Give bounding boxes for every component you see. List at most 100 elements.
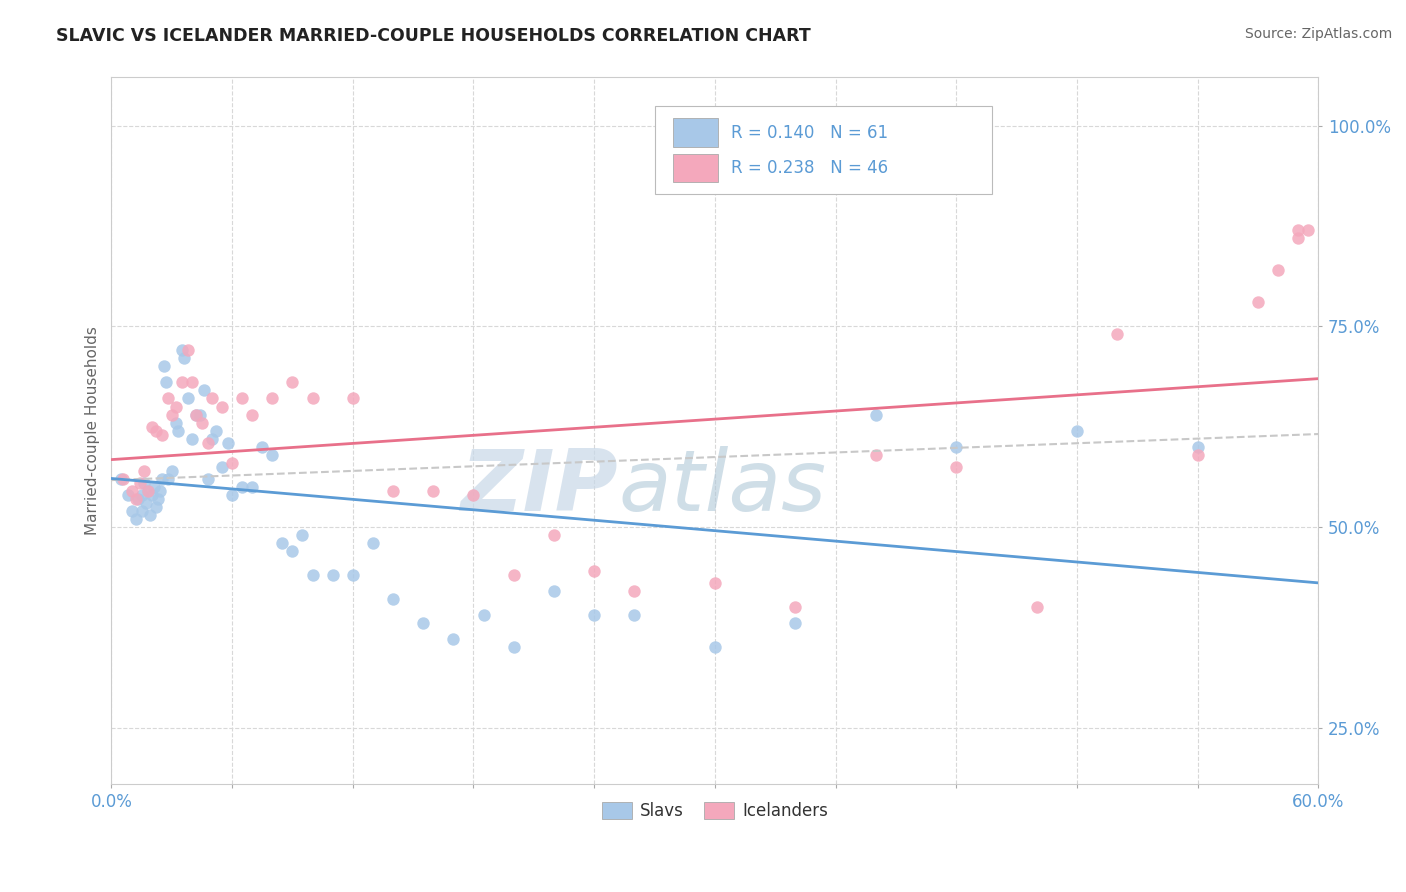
- Point: [128, 475, 150, 490]
- Point: [156, 472, 179, 486]
- Point: [180, 376, 202, 390]
- Point: [173, 351, 195, 366]
- Point: [184, 408, 207, 422]
- Point: [785, 616, 807, 631]
- Point: [146, 491, 169, 506]
- Point: [188, 408, 211, 422]
- Point: [165, 416, 187, 430]
- Text: R = 0.238   N = 46: R = 0.238 N = 46: [731, 159, 887, 177]
- Point: [1286, 231, 1309, 245]
- Point: [121, 504, 143, 518]
- Point: [623, 608, 645, 623]
- Point: [945, 459, 967, 474]
- Point: [502, 568, 524, 582]
- Point: [543, 584, 565, 599]
- Point: [382, 483, 405, 498]
- Point: [262, 448, 284, 462]
- Point: [150, 427, 173, 442]
- Point: [156, 392, 179, 406]
- Point: [177, 343, 200, 358]
- Point: [1066, 424, 1088, 438]
- Point: [703, 576, 725, 591]
- Point: [301, 392, 323, 406]
- Point: [1187, 440, 1209, 454]
- Point: [145, 500, 167, 514]
- Point: [472, 608, 495, 623]
- Point: [201, 392, 224, 406]
- Point: [121, 483, 143, 498]
- Point: [543, 528, 565, 542]
- Point: [201, 432, 224, 446]
- Point: [127, 491, 149, 506]
- Point: [150, 472, 173, 486]
- Text: ZIP: ZIP: [461, 446, 619, 529]
- Point: [135, 496, 157, 510]
- Point: [205, 424, 228, 438]
- Point: [160, 464, 183, 478]
- Point: [1296, 223, 1319, 237]
- Point: [502, 640, 524, 655]
- Text: R = 0.140   N = 61: R = 0.140 N = 61: [731, 123, 887, 142]
- Point: [197, 435, 219, 450]
- Point: [322, 568, 344, 582]
- Text: SLAVIC VS ICELANDER MARRIED-COUPLE HOUSEHOLDS CORRELATION CHART: SLAVIC VS ICELANDER MARRIED-COUPLE HOUSE…: [56, 27, 811, 45]
- Point: [240, 480, 263, 494]
- Point: [170, 343, 193, 358]
- Point: [1286, 223, 1309, 237]
- Point: [583, 564, 606, 578]
- Point: [865, 408, 887, 422]
- Point: [441, 632, 464, 647]
- Point: [301, 568, 323, 582]
- Point: [703, 640, 725, 655]
- Point: [132, 464, 155, 478]
- Point: [217, 435, 239, 450]
- Point: [240, 408, 263, 422]
- Point: [281, 376, 304, 390]
- Point: [191, 416, 214, 430]
- Point: [361, 536, 384, 550]
- Point: [160, 408, 183, 422]
- Point: [382, 592, 405, 607]
- Point: [865, 448, 887, 462]
- Point: [155, 376, 177, 390]
- Point: [132, 475, 155, 490]
- Point: [221, 488, 243, 502]
- Legend: Slavs, Icelanders: Slavs, Icelanders: [596, 797, 832, 825]
- Point: [180, 432, 202, 446]
- Point: [211, 459, 233, 474]
- Point: [142, 480, 165, 494]
- Point: [177, 392, 200, 406]
- Point: [342, 392, 364, 406]
- Point: [197, 472, 219, 486]
- Point: [110, 472, 132, 486]
- Point: [117, 488, 139, 502]
- Point: [211, 400, 233, 414]
- Point: [124, 491, 146, 506]
- Point: [231, 480, 253, 494]
- Point: [412, 616, 434, 631]
- Point: [124, 512, 146, 526]
- Point: [623, 584, 645, 599]
- Point: [145, 424, 167, 438]
- Point: [463, 488, 485, 502]
- Point: [136, 483, 159, 498]
- Point: [252, 440, 274, 454]
- Point: [165, 400, 187, 414]
- Point: [281, 544, 304, 558]
- Point: [221, 456, 243, 470]
- Point: [149, 483, 172, 498]
- Point: [231, 392, 253, 406]
- Point: [422, 483, 444, 498]
- Point: [136, 483, 159, 498]
- Point: [945, 440, 967, 454]
- Point: [112, 472, 135, 486]
- Bar: [672, 153, 718, 182]
- Point: [271, 536, 294, 550]
- Point: [583, 608, 606, 623]
- Point: [131, 488, 153, 502]
- Point: [131, 504, 153, 518]
- Point: [1107, 327, 1129, 342]
- Y-axis label: Married-couple Households: Married-couple Households: [86, 326, 100, 535]
- Point: [170, 376, 193, 390]
- Point: [291, 528, 314, 542]
